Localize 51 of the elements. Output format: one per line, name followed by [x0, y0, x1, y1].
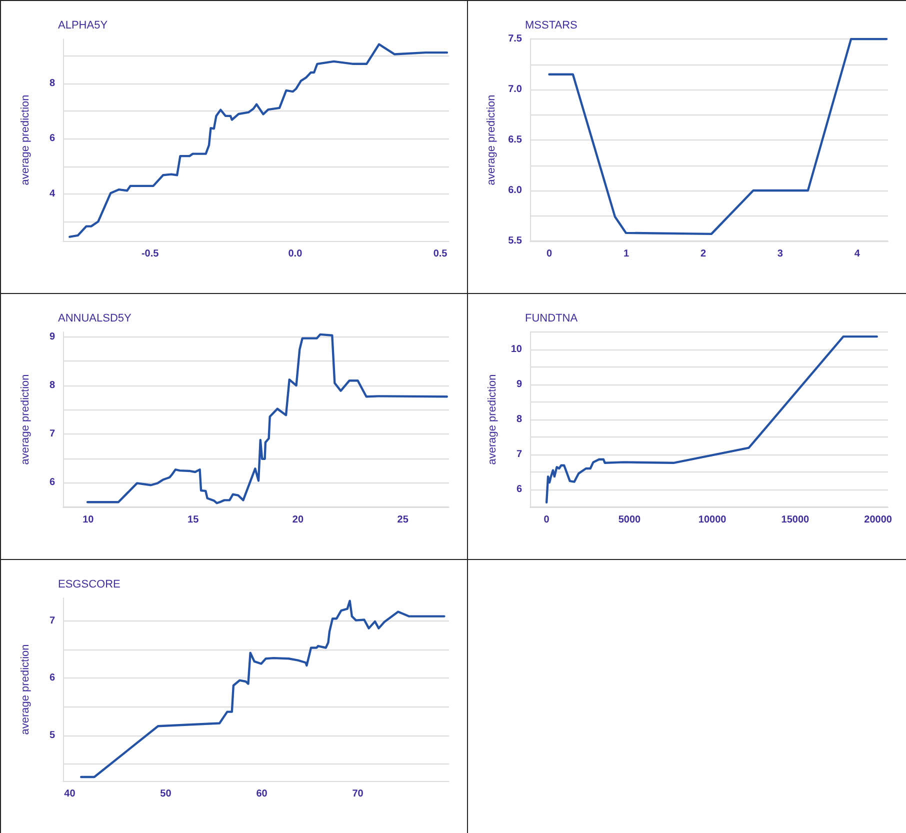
x-tick-label: 0 [544, 514, 550, 526]
y-tick-label: 4 [49, 188, 56, 200]
y-tick-label: 10 [510, 344, 522, 355]
x-tick-label: 3 [777, 248, 784, 260]
y-tick-label: 8 [49, 380, 56, 391]
x-tick-label: 40 [64, 788, 76, 800]
y-axis-title: average prediction [20, 94, 32, 186]
x-tick-label: 0.0 [288, 248, 303, 260]
chart-title: ESGSCORE [58, 578, 120, 590]
x-tick-label: 0.5 [433, 248, 448, 260]
y-tick-label: 6.0 [508, 185, 522, 196]
y-tick-label: 7.0 [508, 84, 522, 95]
y-tick-label: 6.5 [508, 134, 522, 146]
x-tick-label: 50 [160, 788, 172, 800]
x-tick-label: 20 [292, 514, 304, 526]
x-tick-label: 5000 [618, 514, 642, 526]
y-tick-label: 7 [49, 428, 56, 440]
x-tick-label: -0.5 [141, 248, 160, 260]
x-tick-label: 15000 [781, 514, 810, 526]
y-tick-label: 6 [516, 484, 522, 495]
y-tick-label: 7.5 [508, 34, 522, 44]
y-tick-label: 8 [516, 414, 522, 425]
chart-title: MSSTARS [525, 20, 578, 32]
x-tick-label: 4 [854, 248, 860, 260]
y-tick-label: 8 [49, 78, 56, 89]
x-tick-label: 1 [623, 248, 630, 260]
y-axis-title: average prediction [486, 374, 498, 465]
y-tick-label: 6 [49, 672, 56, 684]
x-tick-label: 25 [397, 514, 409, 526]
y-tick-label: 9 [516, 379, 522, 390]
x-tick-label: 0 [546, 248, 552, 260]
x-tick-label: 2 [700, 248, 706, 260]
y-axis-title: average prediction [20, 374, 32, 465]
chart-title: FUNDTNA [525, 312, 578, 324]
x-tick-label: 70 [352, 788, 364, 800]
x-tick-label: 20000 [864, 514, 892, 526]
x-tick-label: 10 [82, 514, 94, 526]
x-tick-label: 10000 [698, 514, 727, 526]
y-tick-label: 7 [49, 615, 56, 626]
y-tick-label: 6 [49, 133, 56, 144]
y-axis-title: average prediction [486, 94, 498, 186]
y-tick-label: 6 [49, 477, 56, 488]
y-tick-label: 9 [49, 331, 56, 342]
x-tick-label: 15 [188, 514, 200, 526]
chart-title: ALPHA5Y [58, 20, 108, 32]
y-axis-title: average prediction [20, 644, 32, 735]
x-tick-label: 60 [256, 788, 268, 800]
y-tick-label: 7 [516, 449, 522, 460]
y-tick-label: 5.5 [508, 236, 522, 246]
y-tick-label: 5 [49, 730, 56, 741]
chart-title: ANNUALSD5Y [58, 312, 132, 324]
